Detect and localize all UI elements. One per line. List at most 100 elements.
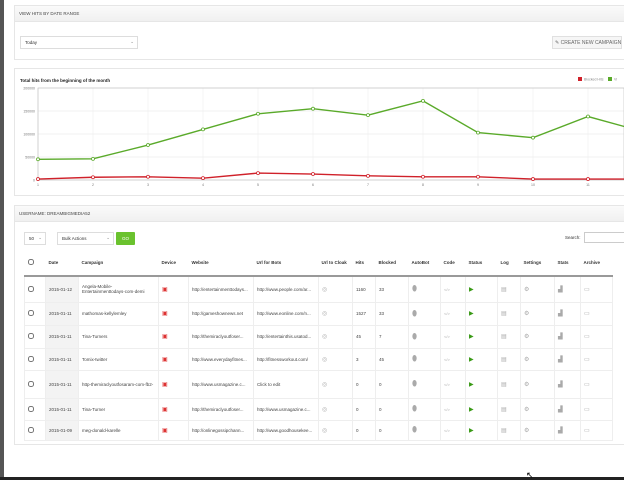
- archive-icon[interactable]: ▭: [584, 427, 590, 434]
- url-for-bots-cell[interactable]: http://www.usmagazine.c...: [253, 397, 319, 421]
- stats-icon[interactable]: ▟: [558, 356, 563, 363]
- stats-icon[interactable]: ▟: [558, 311, 563, 317]
- column-header[interactable]: Device: [158, 250, 189, 277]
- log-icon[interactable]: ▤: [501, 286, 507, 293]
- column-header[interactable]: Code: [440, 250, 466, 277]
- code-icon[interactable]: </>: [444, 311, 450, 316]
- url-for-bots-cell[interactable]: http://www.people.com/ar...: [253, 275, 319, 303]
- row-checkbox[interactable]: [24, 347, 46, 371]
- column-header[interactable]: Date: [45, 250, 79, 277]
- column-header[interactable]: Url to Cloak: [318, 250, 353, 277]
- log-icon[interactable]: ▤: [501, 427, 507, 434]
- archive-icon[interactable]: ▭: [584, 406, 590, 413]
- cloak-icon[interactable]: ◎: [322, 334, 328, 340]
- play-icon[interactable]: ▶: [469, 286, 474, 293]
- archive-icon[interactable]: ▭: [584, 356, 590, 363]
- archive-icon[interactable]: ▭: [584, 381, 590, 388]
- play-icon[interactable]: ▶: [469, 311, 474, 317]
- checkbox[interactable]: [28, 333, 34, 339]
- campaign-cell[interactable]: Tomix-twitter: [78, 347, 159, 371]
- page-size-select[interactable]: 50 ⌄: [24, 232, 46, 245]
- stats-icon[interactable]: ▟: [558, 406, 563, 413]
- cloak-icon[interactable]: ◎: [322, 286, 328, 293]
- checkbox[interactable]: [28, 310, 34, 316]
- campaign-cell[interactable]: Angela-Mobile-Entertainmenttodays-com-de…: [78, 275, 159, 303]
- website-cell[interactable]: http://entertainmenttodays...: [188, 275, 254, 303]
- play-icon[interactable]: ▶: [469, 334, 474, 340]
- stats-icon[interactable]: ▟: [558, 286, 563, 293]
- code-icon[interactable]: </>: [444, 286, 450, 292]
- code-icon[interactable]: </>: [444, 427, 450, 433]
- row-checkbox[interactable]: [24, 275, 46, 303]
- android-icon[interactable]: ⬮: [412, 379, 418, 388]
- android-icon[interactable]: ⬮: [412, 354, 418, 363]
- column-header[interactable]: Blocked: [375, 250, 409, 277]
- campaign-cell[interactable]: mathomas-kellylemley: [78, 301, 159, 326]
- cloak-icon[interactable]: ◎: [322, 356, 328, 363]
- column-header[interactable]: Settings: [520, 250, 555, 277]
- website-cell[interactable]: http://www.everydayfitnes...: [188, 347, 254, 371]
- column-header[interactable]: Archive: [580, 250, 613, 277]
- gear-icon[interactable]: ⚙: [524, 427, 530, 434]
- column-header[interactable]: Url for Bots: [253, 250, 319, 277]
- code-icon[interactable]: </>: [444, 356, 450, 362]
- url-for-bots-cell[interactable]: Click to edit: [253, 369, 319, 399]
- website-cell[interactable]: http://gameshownews.net: [188, 301, 254, 326]
- gear-icon[interactable]: ⚙: [524, 286, 530, 293]
- checkbox[interactable]: [28, 355, 34, 362]
- play-icon[interactable]: ▶: [469, 427, 474, 434]
- stats-icon[interactable]: ▟: [558, 334, 563, 340]
- url-for-bots-cell[interactable]: http://www.eonline.com/n...: [253, 301, 319, 326]
- column-header[interactable]: AutoBot: [408, 250, 441, 277]
- archive-icon[interactable]: ▭: [584, 286, 590, 293]
- campaign-cell[interactable]: Tina-Turners: [78, 324, 159, 349]
- column-header[interactable]: Stats: [554, 250, 581, 277]
- android-icon[interactable]: ⬮: [412, 425, 418, 434]
- cloak-icon[interactable]: ◎: [322, 406, 328, 413]
- row-checkbox[interactable]: [24, 397, 46, 421]
- android-icon[interactable]: ⬮: [412, 308, 418, 318]
- row-checkbox[interactable]: [24, 324, 46, 349]
- gear-icon[interactable]: ⚙: [524, 381, 530, 388]
- code-icon[interactable]: </>: [444, 334, 450, 339]
- campaign-cell[interactable]: meg-donald-karelle: [78, 419, 159, 441]
- website-cell[interactable]: http://themiraclyoutfoser...: [188, 397, 254, 421]
- column-header[interactable]: Status: [465, 250, 498, 277]
- android-icon[interactable]: ⬮: [412, 331, 418, 341]
- website-cell[interactable]: http://www.usmagazine.c...: [188, 369, 254, 399]
- stats-icon[interactable]: ▟: [558, 381, 563, 388]
- website-cell[interactable]: http://themiraclyoutfoser...: [188, 324, 254, 349]
- row-checkbox[interactable]: [24, 419, 46, 441]
- log-icon[interactable]: ▤: [501, 406, 507, 413]
- code-icon[interactable]: </>: [444, 406, 450, 412]
- create-campaign-button[interactable]: ✎ CREATE NEW CAMPAIGN: [552, 36, 622, 49]
- log-icon[interactable]: ▤: [501, 356, 507, 363]
- checkbox[interactable]: [28, 380, 34, 387]
- cloak-icon[interactable]: ◎: [322, 311, 328, 317]
- date-range-select[interactable]: Today ⌄: [20, 36, 138, 49]
- url-for-bots-cell[interactable]: http://www.goodhousekee...: [253, 419, 319, 441]
- url-for-bots-cell[interactable]: http://entertainthis.usatod...: [253, 324, 319, 349]
- log-icon[interactable]: ▤: [501, 311, 507, 317]
- column-header[interactable]: Hits: [352, 250, 376, 277]
- campaign-cell[interactable]: Tina-Turner: [78, 397, 159, 421]
- column-header[interactable]: Campaign: [78, 250, 159, 277]
- log-icon[interactable]: ▤: [501, 381, 507, 388]
- code-icon[interactable]: </>: [444, 381, 450, 387]
- bulk-actions-select[interactable]: Bulk Actions ⌄: [57, 232, 114, 245]
- play-icon[interactable]: ▶: [469, 406, 474, 413]
- search-input[interactable]: [584, 232, 624, 243]
- gear-icon[interactable]: ⚙: [524, 311, 530, 317]
- gear-icon[interactable]: ⚙: [524, 334, 530, 340]
- archive-icon[interactable]: ▭: [584, 334, 590, 340]
- log-icon[interactable]: ▤: [501, 334, 507, 340]
- go-button[interactable]: GO: [116, 232, 135, 245]
- checkbox[interactable]: [28, 426, 34, 433]
- column-header[interactable]: Website: [188, 250, 254, 277]
- gear-icon[interactable]: ⚙: [524, 406, 530, 413]
- website-cell[interactable]: http://onlinegossipchann...: [188, 419, 254, 441]
- checkbox[interactable]: [27, 259, 34, 265]
- cloak-icon[interactable]: ◎: [322, 427, 328, 434]
- row-checkbox[interactable]: [24, 369, 46, 399]
- play-icon[interactable]: ▶: [469, 356, 474, 363]
